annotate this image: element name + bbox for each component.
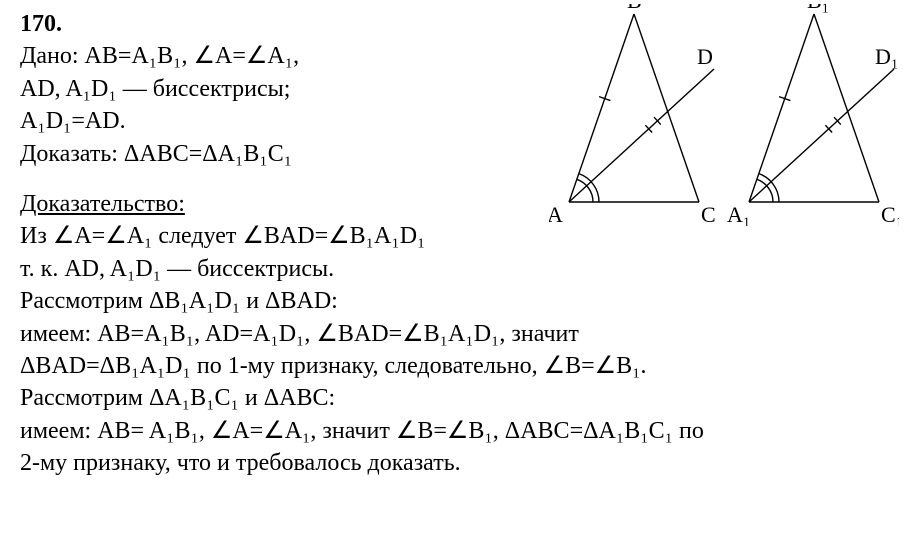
proof-line: Рассмотрим ΔA₁B₁C₁ и ΔABC: xyxy=(20,382,900,414)
proof-heading: Доказательство: xyxy=(20,191,185,217)
proof-line: имеем: AB= A₁B₁, ∠A=∠A₁, значит ∠B=∠B₁, … xyxy=(20,415,900,447)
proof-block: Из ∠A=∠A₁ следует ∠BAD=∠B₁A₁D₁т. к. AD, … xyxy=(20,220,900,479)
svg-text:C₁: C₁ xyxy=(881,202,899,226)
proof-line: т. к. AD, A₁D₁ — биссектрисы. xyxy=(20,253,900,285)
figures: A B C D A₁ B₁ C₁ D₁ xyxy=(549,4,899,224)
svg-text:C: C xyxy=(701,202,716,226)
proof-line: 2-му признаку, что и требовалось доказат… xyxy=(20,447,900,479)
problem-number: 170. xyxy=(20,11,62,37)
proof-line: имеем: AB=A₁B₁, AD=A₁D₁, ∠BAD=∠B₁A₁D₁, з… xyxy=(20,318,900,350)
given-line: AD, A₁D₁ — биссектрисы; xyxy=(20,73,550,105)
given-block: Дано: AB=A₁B₁, ∠A=∠A₁,AD, A₁D₁ — биссект… xyxy=(20,40,550,170)
given-line: Доказать: ΔABC=ΔA₁B₁C₁ xyxy=(20,138,550,170)
proof-line: Рассмотрим ΔB₁A₁D₁ и ΔBAD: xyxy=(20,285,900,317)
svg-text:B: B xyxy=(627,4,642,13)
svg-text:D: D xyxy=(697,44,713,69)
svg-text:B₁: B₁ xyxy=(807,4,829,13)
svg-text:D₁: D₁ xyxy=(875,44,899,69)
given-line: Дано: AB=A₁B₁, ∠A=∠A₁, xyxy=(20,40,550,72)
svg-text:A: A xyxy=(549,202,563,226)
proof-line: ΔBAD=ΔB₁A₁D₁ по 1-му признаку, следовате… xyxy=(20,350,900,382)
given-line: A₁D₁=AD. xyxy=(20,105,550,137)
svg-text:A₁: A₁ xyxy=(727,202,751,226)
